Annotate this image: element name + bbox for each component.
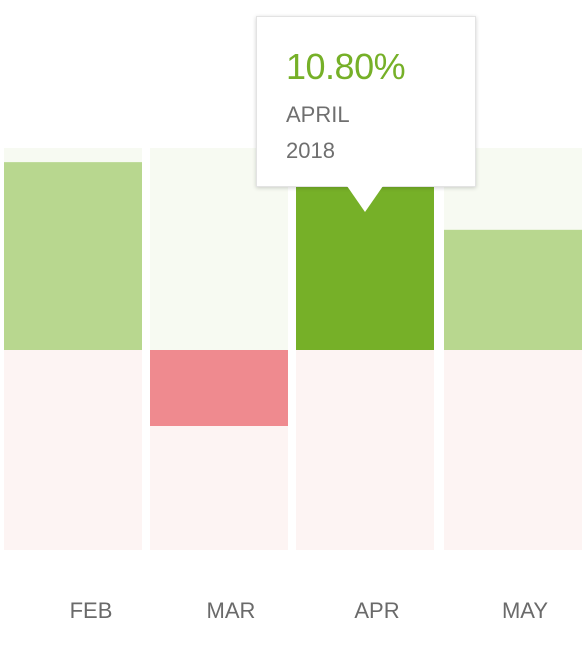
bar-may (444, 229, 582, 350)
tooltip-arrow (347, 186, 383, 212)
tooltip-value: 10.80% (286, 46, 406, 87)
tooltip-year: 2018 (286, 138, 335, 163)
negative-zone-may (444, 350, 582, 550)
tooltip: 10.80% APRIL 2018 (256, 16, 476, 187)
x-label-apr: APR (354, 598, 399, 623)
x-label-may: MAY (502, 598, 548, 623)
tooltip-month: APRIL (286, 102, 350, 127)
x-label-mar: MAR (207, 598, 256, 623)
bar-feb (4, 162, 142, 350)
bar-mar (150, 350, 288, 426)
negative-zone-feb (4, 350, 142, 550)
x-label-feb: FEB (70, 598, 113, 623)
x-axis-labels: FEB MAR APR MAY (70, 598, 549, 623)
negative-zone-apr (296, 350, 434, 550)
